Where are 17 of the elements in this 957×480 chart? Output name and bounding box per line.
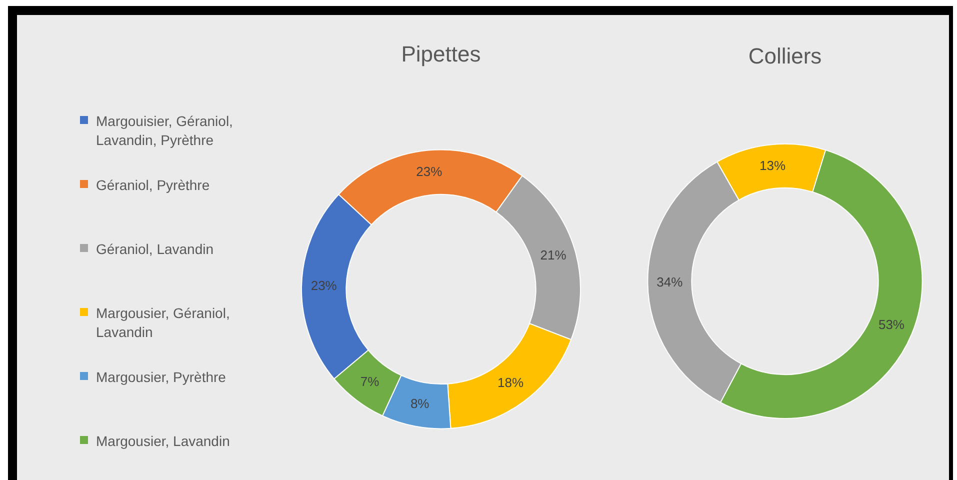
legend-label: Géraniol, Lavandin bbox=[96, 241, 214, 257]
data-label: 21% bbox=[540, 247, 567, 262]
data-label: 34% bbox=[656, 274, 684, 290]
data-label: 23% bbox=[310, 278, 338, 293]
slice-label: Pipettes bbox=[401, 41, 481, 66]
data-label: 53% bbox=[878, 317, 905, 332]
legend-label: Margousier, Géraniol, Lavandin bbox=[96, 305, 230, 340]
data-label: 18% bbox=[498, 375, 524, 390]
data-label: 13% bbox=[760, 158, 786, 174]
legend-label: Margouisier, Géraniol, Lavandin, Pyrèthre bbox=[96, 113, 233, 148]
data-label: 23% bbox=[416, 164, 443, 180]
data-label: 7% bbox=[360, 374, 380, 389]
legend-label: Géraniol, Pyrèthre bbox=[96, 177, 210, 193]
legend-label: Margousier, Pyrèthre bbox=[96, 369, 226, 385]
legend-label: Margousier, Lavandin bbox=[96, 433, 230, 449]
data-label: 8% bbox=[410, 396, 430, 412]
slice-label: Colliers bbox=[748, 43, 822, 68]
